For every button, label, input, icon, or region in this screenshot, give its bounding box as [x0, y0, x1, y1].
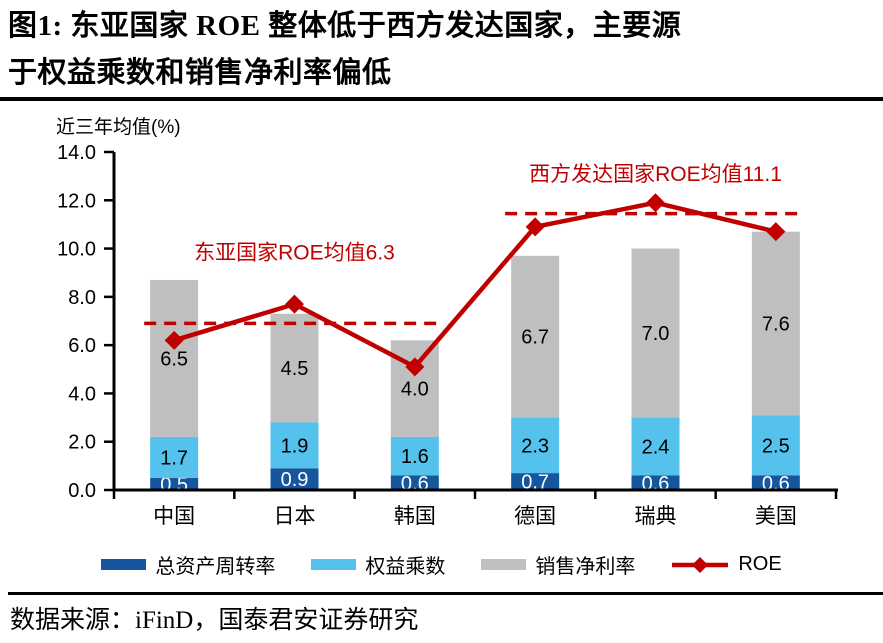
x-category-label: 韩国 [394, 505, 436, 528]
roe-marker [285, 294, 304, 314]
legend-chip-equity-multiplier [311, 559, 357, 570]
chart-legend: 总资产周转率 权益乘数 销售净利率 ROE [0, 550, 883, 579]
y-tick-label: 0.0 [68, 480, 96, 502]
bar-segment [511, 417, 560, 474]
bar-segment [511, 473, 560, 490]
bar-segment [751, 475, 800, 490]
bar-segment [150, 279, 199, 437]
bar-value-label: 2.4 [642, 437, 670, 459]
y-tick-label: 10.0 [57, 239, 96, 261]
roe-marker [525, 217, 545, 237]
x-category-label: 日本 [274, 505, 316, 528]
bar-value-label: 2.3 [521, 435, 549, 457]
bar-value-label: 1.7 [160, 447, 188, 469]
bar-segment [150, 436, 199, 478]
legend-item-asset-turnover: 总资产周转率 [101, 550, 275, 579]
source-divider [8, 592, 883, 595]
bar-segment [270, 468, 319, 490]
y-tick-label: 12.0 [57, 190, 96, 212]
figure-title: 图1: 东亚国家 ROE 整体低于西方发达国家，主要源 于权益乘数和销售净利率偏… [8, 3, 880, 97]
bar-segment [631, 475, 680, 490]
bar-value-label: 0.7 [521, 472, 549, 494]
bar-value-label: 1.9 [281, 435, 309, 457]
legend-label-equity-multiplier: 权益乘数 [365, 556, 446, 578]
x-category-label: 瑞典 [635, 505, 677, 528]
y-tick-label: 4.0 [68, 383, 96, 405]
bar-segment [150, 477, 199, 490]
bar-segment [390, 475, 439, 490]
roe-line-marker-icon [672, 556, 729, 573]
legend-label-net-margin: 销售净利率 [535, 556, 636, 578]
legend-item-equity-multiplier: 权益乘数 [311, 550, 445, 579]
x-category-label: 美国 [755, 505, 797, 528]
bar-segment [511, 255, 560, 418]
y-tick-label: 2.0 [68, 432, 96, 454]
bar-segment [751, 231, 800, 416]
legend-chip-asset-turnover [101, 559, 147, 570]
roe-marker [646, 193, 665, 213]
bar-segment [631, 417, 680, 476]
bar-value-label: 4.5 [281, 358, 309, 380]
x-category-label: 中国 [153, 505, 195, 528]
bar-value-label: 7.0 [642, 323, 670, 345]
annotation-label: 西方发达国家ROE均值11.1 [529, 163, 782, 186]
legend-chip-net-margin [481, 559, 527, 570]
x-category-label: 德国 [514, 505, 556, 528]
y-tick-label: 8.0 [68, 287, 96, 309]
annotation-label: 东亚国家ROE均值6.3 [194, 241, 395, 264]
bar-value-label: 0.9 [281, 469, 309, 491]
bar-segment [631, 248, 680, 418]
legend-label-roe: ROE [738, 553, 782, 575]
figure-title-line2: 于权益乘数和销售净利率偏低 [8, 57, 392, 89]
bar-value-label: 4.0 [401, 379, 429, 401]
source-text: 数据来源：iFinD，国泰君安证券研究 [10, 607, 419, 634]
bar-value-label: 1.6 [401, 446, 429, 468]
bar-segment [751, 415, 800, 476]
legend-item-roe: ROE [671, 553, 782, 576]
roe-marker [405, 357, 425, 377]
bar-segment [270, 422, 319, 469]
y-axis-title: 近三年均值(%) [56, 117, 181, 138]
bar-segment [270, 313, 319, 423]
legend-item-net-margin: 销售净利率 [481, 550, 635, 579]
bar-segment [390, 436, 439, 476]
y-tick-label: 6.0 [68, 335, 96, 357]
roe-marker [164, 330, 184, 350]
bar-value-label: 6.7 [521, 327, 549, 349]
bar-value-label: 6.5 [160, 348, 188, 370]
y-tick-label: 14.0 [57, 142, 96, 164]
title-divider [0, 97, 883, 101]
roe-marker [766, 222, 786, 242]
bar-value-label: 7.6 [762, 313, 790, 335]
roe-line [173, 200, 777, 370]
bar-value-label: 2.5 [762, 435, 790, 457]
figure-title-line1: 图1: 东亚国家 ROE 整体低于西方发达国家，主要源 [8, 10, 682, 42]
legend-label-asset-turnover: 总资产周转率 [155, 556, 276, 578]
